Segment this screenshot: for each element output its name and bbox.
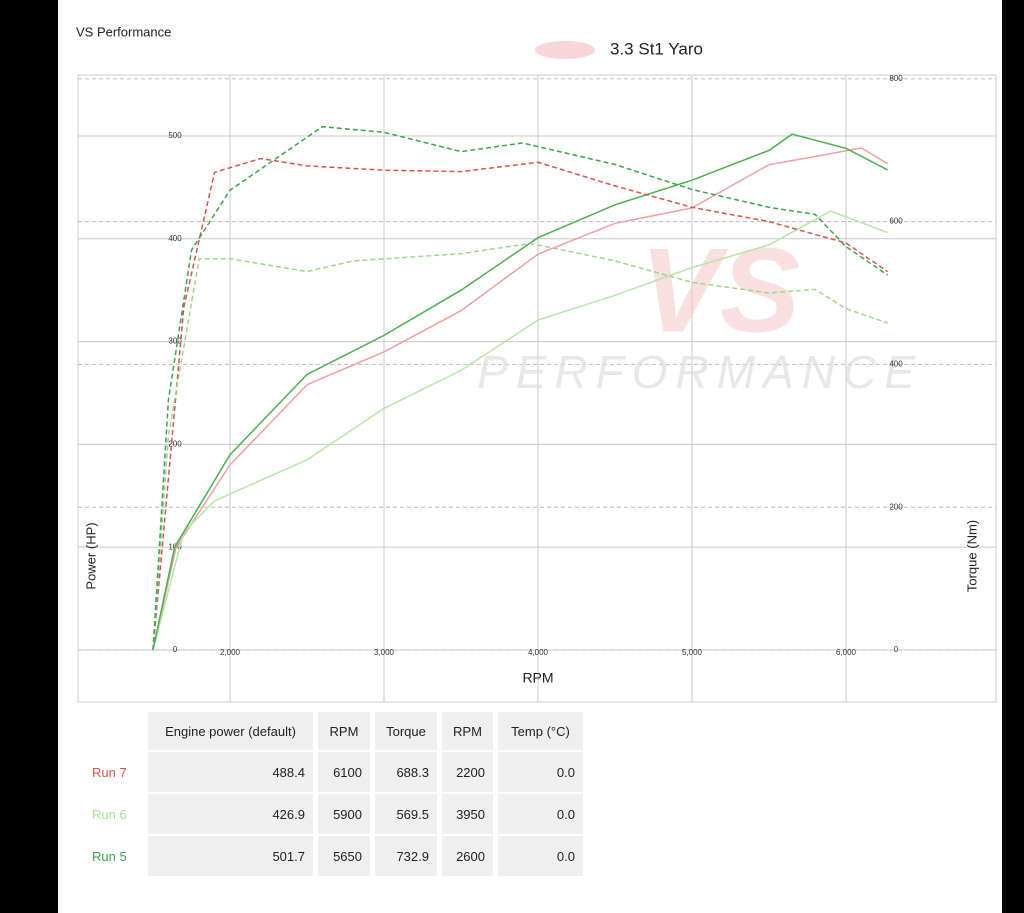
power-line (152, 133, 888, 651)
value-cell: 501.7 (148, 836, 313, 876)
value-cell: 688.3 (375, 752, 437, 792)
value-cell: 5650 (318, 836, 370, 876)
value-cell: 2600 (442, 836, 493, 876)
torque-line (152, 157, 889, 651)
y2-tick-label: 0 (894, 645, 899, 654)
y-tick-label: 200 (168, 439, 182, 448)
value-cell: 5900 (318, 794, 370, 834)
run-label: Run 7 (92, 764, 127, 780)
y-tick-label: 400 (168, 234, 182, 243)
header-cell: RPM (442, 712, 493, 750)
value-cell: 0.0 (498, 836, 583, 876)
power-line (152, 210, 888, 651)
y-tick-label: 300 (168, 337, 182, 346)
x-tick-label: 5,000 (682, 648, 703, 657)
header-cell: Torque (375, 712, 437, 750)
value-cell: 3950 (442, 794, 493, 834)
power-line (152, 147, 888, 651)
value-cell: 488.4 (148, 752, 313, 792)
torque-line (152, 242, 888, 651)
watermark-text: PERFORMANCE (477, 346, 923, 398)
y-tick-label: 0 (173, 645, 178, 654)
y2-tick-label: 200 (889, 502, 903, 511)
run-label: Run 6 (92, 806, 127, 822)
run-label: Run 5 (92, 848, 127, 864)
y-axis-label: Power (HP) (83, 522, 98, 589)
x-tick-label: 3,000 (374, 648, 395, 657)
y2-tick-label: 600 (889, 217, 903, 226)
y2-tick-label: 800 (889, 74, 903, 83)
value-cell: 426.9 (148, 794, 313, 834)
header-cell: RPM (318, 712, 370, 750)
watermark-logo: VS (640, 224, 800, 358)
chart-title: 3.3 St1 Yaro (610, 39, 703, 58)
value-cell: 732.9 (375, 836, 437, 876)
value-cell: 6100 (318, 752, 370, 792)
x-tick-label: 6,000 (836, 648, 857, 657)
watermark: VS PERFORMANCE (477, 224, 923, 398)
header-cell: Temp (°C) (498, 712, 583, 750)
value-cell: 0.0 (498, 752, 583, 792)
plot-area (77, 74, 997, 703)
x-tick-label: 2,000 (220, 648, 241, 657)
value-cell: 2200 (442, 752, 493, 792)
x-tick-label: 4,000 (528, 648, 549, 657)
y-tick-label: 500 (168, 131, 182, 140)
blur-mark (535, 41, 595, 59)
y2-tick-label: 400 (889, 360, 903, 369)
brand: VS Performance (76, 24, 171, 39)
value-cell: 0.0 (498, 794, 583, 834)
value-cell: 569.5 (375, 794, 437, 834)
torque-line (152, 125, 889, 651)
x-axis-label: RPM (522, 670, 553, 686)
y2-axis-label: Torque (Nm) (964, 520, 979, 592)
header-cell: Engine power (default) (148, 712, 313, 750)
